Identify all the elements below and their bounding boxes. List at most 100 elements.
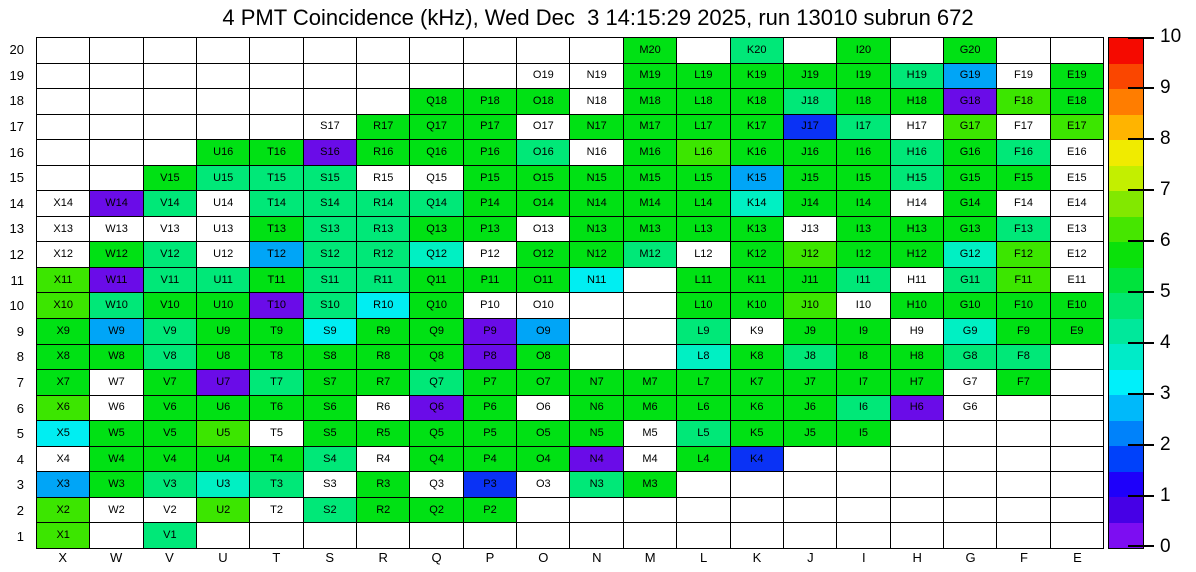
colorbar-segment (1109, 114, 1143, 140)
heatmap-cell-I17: I17 (837, 114, 890, 140)
heatmap-cell-S3: S3 (303, 472, 357, 497)
y-axis-label-14: 14 (9, 195, 24, 211)
heatmap-cell-empty (90, 63, 143, 89)
heatmap-cell-O4: O4 (517, 446, 570, 472)
heatmap-cell-N17: N17 (570, 114, 623, 140)
heatmap-cell-L14: L14 (677, 191, 730, 216)
heatmap-cell-empty (570, 344, 623, 370)
heatmap-cell-U4: U4 (197, 446, 250, 472)
heatmap-cell-G13: G13 (943, 216, 997, 242)
heatmap-cell-empty (783, 38, 837, 63)
heatmap-cell-M17: M17 (623, 114, 677, 140)
heatmap-cell-F19: F19 (997, 63, 1050, 89)
colorbar-tick (1128, 393, 1154, 395)
heatmap-cell-empty (1050, 497, 1103, 523)
heatmap-cell-W13: W13 (90, 216, 143, 242)
heatmap-cell-G12: G12 (943, 242, 997, 267)
heatmap-cell-empty (250, 63, 303, 89)
colorbar-tick (1128, 37, 1154, 39)
heatmap-cell-Q3: Q3 (410, 472, 463, 497)
heatmap-cell-N3: N3 (570, 472, 623, 497)
heatmap-cell-O14: O14 (517, 191, 570, 216)
x-axis-label-W: W (109, 550, 123, 565)
heatmap-cell-I11: I11 (837, 267, 890, 293)
heatmap-cell-H15: H15 (890, 165, 943, 191)
y-axis-label-2: 2 (16, 502, 24, 518)
heatmap-cell-empty (250, 38, 303, 63)
heatmap-cell-M12: M12 (623, 242, 677, 267)
colorbar-tick-label-0: 0 (1160, 536, 1171, 557)
heatmap-cell-J17: J17 (783, 114, 837, 140)
heatmap-cell-O10: O10 (517, 293, 570, 319)
heatmap-cell-W4: W4 (90, 446, 143, 472)
heatmap-cell-N11: N11 (570, 267, 623, 293)
heatmap-cell-J7: J7 (783, 370, 837, 395)
heatmap-cell-M14: M14 (623, 191, 677, 216)
heatmap-cell-empty (90, 114, 143, 140)
heatmap-cell-R16: R16 (357, 140, 410, 165)
heatmap-cell-J11: J11 (783, 267, 837, 293)
y-axis-label-18: 18 (9, 93, 24, 109)
heatmap-cell-U11: U11 (197, 267, 250, 293)
heatmap-cell-empty (1050, 421, 1103, 446)
heatmap-cell-empty (143, 140, 197, 165)
heatmap-cell-X1: X1 (37, 523, 90, 548)
heatmap-cell-K7: K7 (730, 370, 783, 395)
heatmap-cell-M16: M16 (623, 140, 677, 165)
x-axis-label-Q: Q (431, 550, 442, 565)
colorbar-segment (1109, 267, 1143, 293)
heatmap-cell-V3: V3 (143, 472, 197, 497)
heatmap-cell-K10: K10 (730, 293, 783, 319)
y-axis-label-19: 19 (9, 67, 24, 83)
heatmap-cell-I15: I15 (837, 165, 890, 191)
y-axis-label-17: 17 (9, 119, 24, 135)
heatmap-cell-empty (90, 140, 143, 165)
heatmap-cell-X5: X5 (37, 421, 90, 446)
heatmap-cell-K9: K9 (730, 319, 783, 344)
heatmap-cell-W9: W9 (90, 319, 143, 344)
heatmap-cell-W11: W11 (90, 267, 143, 293)
heatmap-cell-P12: P12 (463, 242, 517, 267)
colorbar-tick (1128, 342, 1154, 344)
heatmap-cell-H12: H12 (890, 242, 943, 267)
heatmap-cell-Q15: Q15 (410, 165, 463, 191)
heatmap-cell-empty (1050, 395, 1103, 421)
x-axis-label-U: U (218, 550, 228, 565)
colorbar-tick (1128, 545, 1154, 547)
heatmap-cell-V2: V2 (143, 497, 197, 523)
heatmap-cell-Q13: Q13 (410, 216, 463, 242)
colorbar-tick (1128, 189, 1154, 191)
heatmap-cell-E13: E13 (1050, 216, 1103, 242)
heatmap-cell-empty (997, 497, 1050, 523)
heatmap-cell-I13: I13 (837, 216, 890, 242)
heatmap-cell-T7: T7 (250, 370, 303, 395)
heatmap-cell-empty (37, 114, 90, 140)
heatmap-cell-X3: X3 (37, 472, 90, 497)
heatmap-cell-empty (410, 523, 463, 548)
heatmap-grid: M20 K20 I20 G20 O19 N19 M19 L19 K19 J19 I19 H19 G19 F… (36, 37, 1104, 549)
heatmap-cell-L13: L13 (677, 216, 730, 242)
colorbar-tick (1128, 240, 1154, 242)
heatmap-cell-R4: R4 (357, 446, 410, 472)
heatmap-cell-R13: R13 (357, 216, 410, 242)
heatmap-cell-O16: O16 (517, 140, 570, 165)
heatmap-cell-K19: K19 (730, 63, 783, 89)
heatmap-cell-empty (303, 38, 357, 63)
heatmap-cell-empty (1050, 370, 1103, 395)
colorbar-segment (1109, 165, 1143, 191)
heatmap-cell-L18: L18 (677, 89, 730, 114)
heatmap-cell-O15: O15 (517, 165, 570, 191)
heatmap-cell-O8: O8 (517, 344, 570, 370)
heatmap-cell-T3: T3 (250, 472, 303, 497)
heatmap-cell-empty (197, 63, 250, 89)
heatmap-cell-X12: X12 (37, 242, 90, 267)
heatmap-cell-empty (357, 38, 410, 63)
x-axis-label-G: G (965, 550, 976, 565)
heatmap-cell-empty (357, 63, 410, 89)
y-axis-label-7: 7 (16, 375, 24, 391)
heatmap-cell-Q8: Q8 (410, 344, 463, 370)
heatmap-cell-R7: R7 (357, 370, 410, 395)
heatmap-cell-J6: J6 (783, 395, 837, 421)
heatmap-cell-H14: H14 (890, 191, 943, 216)
heatmap-cell-H8: H8 (890, 344, 943, 370)
